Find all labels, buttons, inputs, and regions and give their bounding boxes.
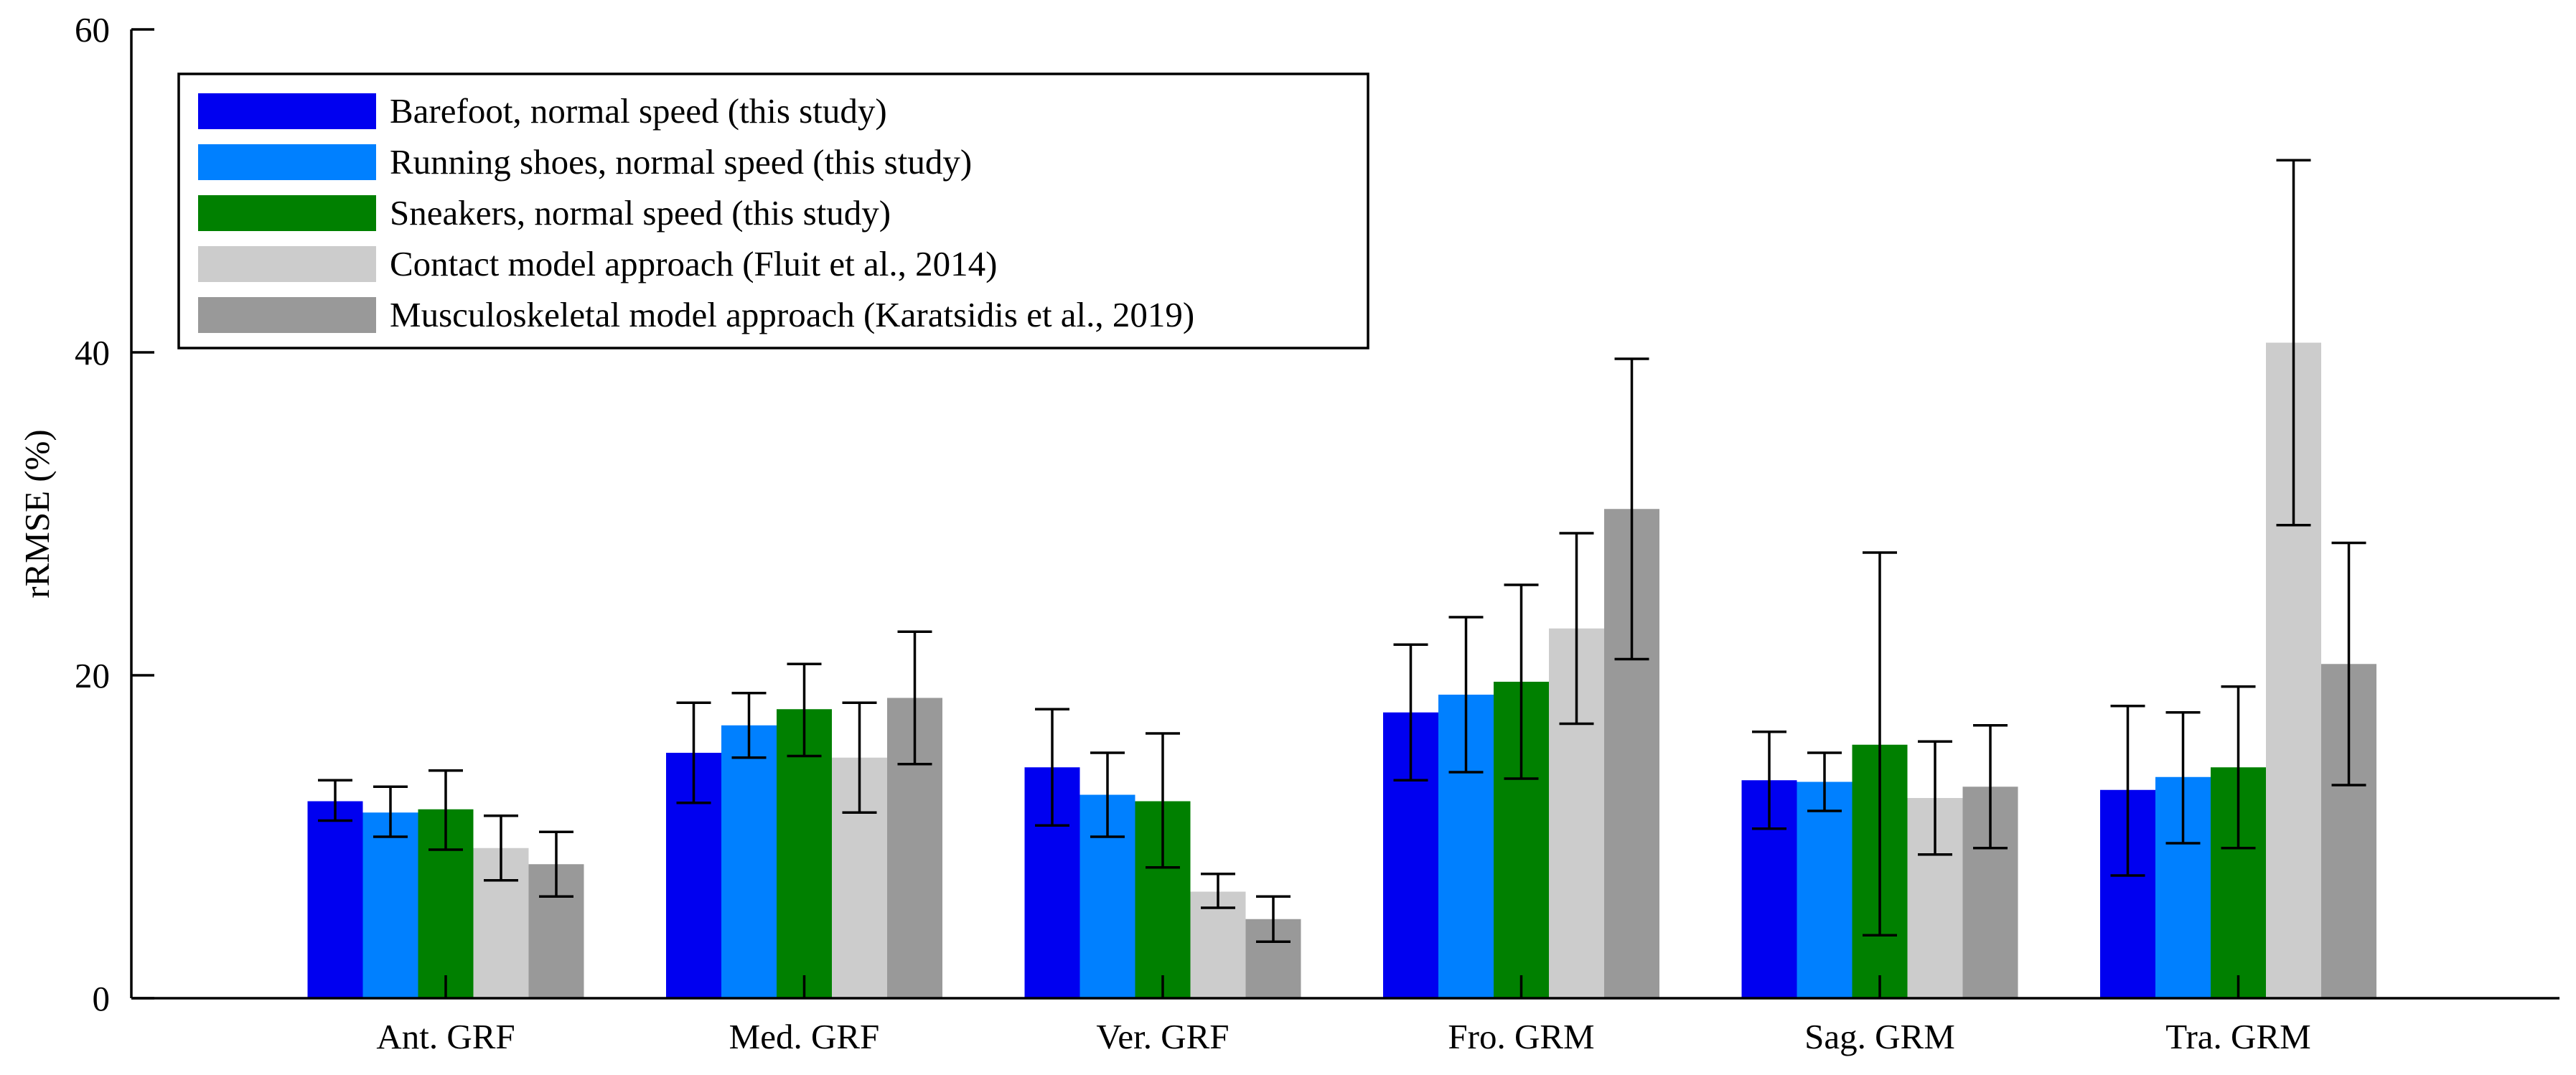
y-axis-label: rRMSE (%) bbox=[17, 429, 57, 598]
error-bar bbox=[1146, 732, 1180, 869]
axes-layer: 0 20 40 60 Ant. GRF Med. GRF Ver. GRF Fro. GRM S… bbox=[17, 10, 2559, 1056]
error-bar bbox=[2165, 711, 2201, 845]
x-tick-label: Ant. GRF bbox=[376, 1017, 515, 1056]
legend-label: Contact model approach (Fluit et al., 20… bbox=[390, 244, 997, 283]
error-bar bbox=[1035, 708, 1069, 827]
legend-label: Musculoskeletal model approach (Karatsid… bbox=[390, 295, 1194, 334]
error-bar bbox=[842, 701, 877, 814]
y-tick-label: 20 bbox=[75, 656, 110, 695]
legend-label: Barefoot, normal speed (this study) bbox=[390, 91, 887, 131]
error-bar bbox=[1807, 751, 1842, 812]
bar bbox=[1797, 781, 1853, 998]
bar bbox=[1190, 891, 1246, 998]
error-bar bbox=[2221, 685, 2256, 850]
error-bar bbox=[897, 630, 932, 766]
x-tick-label: Fro. GRM bbox=[1448, 1017, 1594, 1056]
error-bar bbox=[373, 785, 408, 838]
error-bar bbox=[539, 830, 573, 898]
bar bbox=[777, 709, 832, 998]
error-bar bbox=[676, 701, 711, 804]
error-bar bbox=[1448, 616, 1484, 774]
legend-swatch bbox=[198, 93, 376, 129]
error-bar bbox=[1393, 643, 1428, 781]
x-tick-label: Tra. GRM bbox=[2165, 1017, 2310, 1056]
error-bar bbox=[1752, 731, 1786, 830]
error-bar bbox=[318, 779, 352, 822]
error-bar bbox=[731, 692, 767, 759]
y-tick-label: 40 bbox=[75, 333, 110, 372]
error-bar bbox=[428, 769, 463, 851]
legend-label: Running shoes, normal speed (this study) bbox=[390, 142, 972, 182]
legend-label: Sneakers, normal speed (this study) bbox=[390, 193, 891, 233]
bars-layer bbox=[307, 342, 2376, 998]
error-bar bbox=[1918, 740, 1952, 856]
error-bar bbox=[1201, 873, 1235, 909]
error-bar bbox=[2331, 541, 2366, 787]
error-bar bbox=[1863, 551, 1897, 936]
x-tick-label: Ver. GRF bbox=[1096, 1017, 1229, 1056]
legend-swatch bbox=[198, 144, 376, 180]
legend: Barefoot, normal speed (this study) Runni… bbox=[177, 72, 1369, 349]
legend-box bbox=[177, 72, 1369, 349]
error-bar bbox=[1614, 357, 1649, 661]
bar bbox=[362, 812, 418, 998]
error-bar bbox=[2110, 705, 2145, 877]
error-bar bbox=[787, 662, 822, 758]
error-bar bbox=[1256, 895, 1291, 943]
errorbars-layer bbox=[318, 159, 2366, 943]
legend-swatch bbox=[198, 246, 376, 282]
y-tick-label: 60 bbox=[75, 10, 110, 50]
x-tick-label: Med. GRF bbox=[729, 1017, 880, 1056]
bar bbox=[721, 725, 777, 998]
legend-swatch bbox=[198, 195, 376, 231]
error-bar bbox=[1559, 532, 1594, 726]
error-bar bbox=[1090, 751, 1125, 838]
legend-swatch bbox=[198, 297, 376, 333]
error-bar bbox=[1973, 724, 2008, 850]
error-bar bbox=[2276, 159, 2311, 527]
error-bar bbox=[1504, 583, 1539, 780]
bar bbox=[307, 801, 363, 998]
y-tick-label: 0 bbox=[93, 979, 111, 1018]
x-tick-label: Sag. GRM bbox=[1804, 1017, 1955, 1056]
error-bar bbox=[484, 815, 518, 882]
